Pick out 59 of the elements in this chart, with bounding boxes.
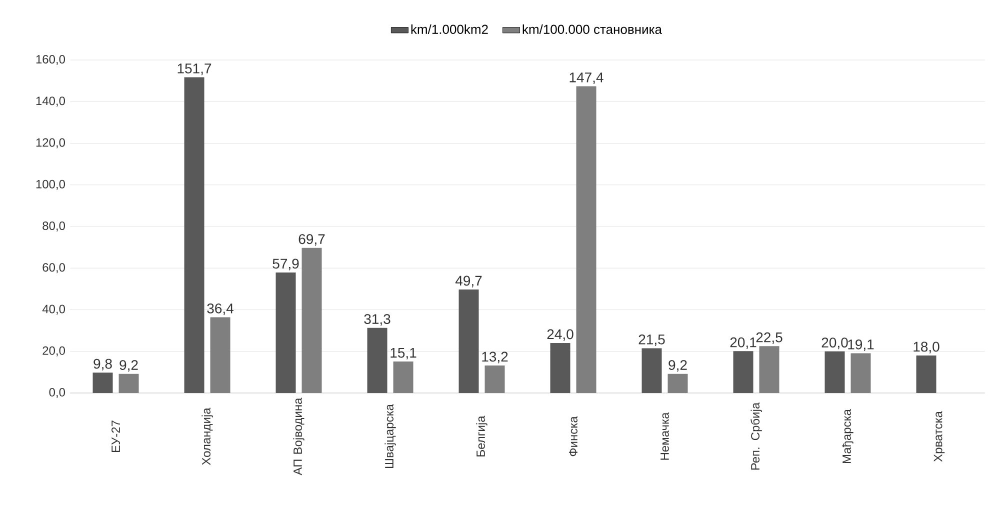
legend-label: km/100.000 становника [522, 24, 662, 34]
data-label: 31,3 [364, 314, 390, 326]
bar [302, 248, 322, 393]
data-label: 20,1 [730, 337, 756, 349]
data-label: 9,8 [94, 358, 112, 370]
bar [759, 346, 780, 393]
bar [484, 366, 505, 393]
x-tick-label: АП Војводина [293, 398, 304, 476]
x-tick-label: Холандија [202, 408, 213, 466]
bar [367, 328, 388, 393]
data-label: 147,4 [570, 72, 604, 84]
bar [458, 290, 479, 393]
bar [210, 317, 230, 393]
x-tick-label: Швајцарска [384, 404, 396, 468]
legend-label: km/1.000km2 [411, 24, 488, 34]
data-label: 36,4 [207, 303, 234, 316]
data-label: 21,5 [638, 334, 665, 346]
x-tick-label: Финска [569, 416, 578, 456]
data-label: 9,2 [668, 360, 687, 372]
y-tick-label: 120,0 [36, 138, 66, 148]
data-label: 15,1 [390, 348, 416, 360]
bar [668, 374, 688, 393]
x-tick-label: Хрватска [934, 411, 945, 462]
y-tick-label: 140,0 [36, 96, 66, 107]
bar [642, 348, 662, 393]
y-tick-label: 0,0 [49, 388, 66, 398]
bar [550, 343, 570, 393]
bar [393, 362, 414, 393]
data-label: 22,5 [756, 332, 782, 344]
x-tick-label: Белгија [476, 416, 488, 456]
x-tick-label: Мађарска [842, 409, 854, 464]
bar [118, 374, 139, 393]
y-tick-label: 60,0 [42, 263, 66, 274]
y-tick-label: 160,0 [36, 55, 66, 65]
x-tick-label: Немачка [660, 412, 669, 460]
x-tick-label: ЕУ-27 [112, 420, 120, 452]
bar [824, 351, 845, 393]
bar [850, 353, 871, 393]
data-label: 19,1 [848, 339, 874, 352]
data-label: 20,0 [822, 338, 848, 350]
data-label: 151,7 [178, 64, 212, 76]
x-tick-label: Реп. Србија [750, 402, 762, 470]
y-tick-label: 20,0 [42, 346, 66, 356]
data-label: 13,2 [482, 352, 508, 364]
bar [92, 372, 113, 393]
data-label: 18,0 [914, 342, 940, 354]
y-tick-label: 80,0 [42, 222, 66, 232]
data-label: 69,7 [298, 234, 325, 246]
data-label: 24,0 [547, 329, 574, 341]
bar [184, 77, 204, 393]
bar [576, 86, 596, 393]
y-tick-label: 40,0 [42, 304, 66, 315]
bar [276, 272, 296, 393]
bar [733, 351, 754, 393]
data-label: 49,7 [455, 276, 482, 288]
y-tick-label: 100,0 [36, 180, 66, 190]
bar [916, 356, 936, 393]
data-label: 57,9 [272, 258, 299, 270]
data-label: 9,2 [120, 360, 138, 372]
